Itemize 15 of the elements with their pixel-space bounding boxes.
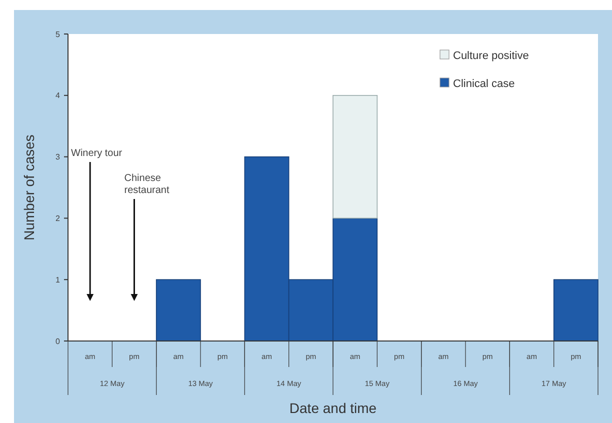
y-tick-label: 4 — [56, 91, 61, 100]
y-tick-label: 3 — [56, 152, 61, 162]
annotation: Winery tour — [71, 148, 123, 159]
y-axis-title: Number of cases — [21, 134, 37, 240]
x-axis-title: Date and time — [289, 400, 377, 416]
y-tick-label: 2 — [56, 214, 61, 223]
bar — [332, 95, 378, 219]
legend-label: Clinical case — [453, 78, 515, 90]
bar — [553, 279, 598, 342]
y-tick-label: 1 — [56, 275, 61, 284]
annotation: Chinese restaurant — [124, 173, 170, 196]
y-tick-label: 5 — [56, 30, 61, 39]
y-tick-label: 0 — [56, 336, 61, 346]
legend-label: Culture positive — [453, 50, 529, 62]
bar — [156, 279, 201, 342]
